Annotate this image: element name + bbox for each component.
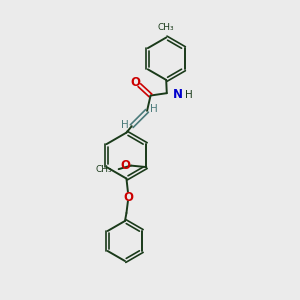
Text: N: N xyxy=(173,88,183,101)
Text: H: H xyxy=(185,90,193,100)
Text: CH₃: CH₃ xyxy=(158,23,175,32)
Text: H: H xyxy=(122,120,129,130)
Text: O: O xyxy=(123,190,133,204)
Text: O: O xyxy=(131,76,141,89)
Text: H: H xyxy=(150,104,158,114)
Text: O: O xyxy=(121,159,131,172)
Text: CH₃: CH₃ xyxy=(96,165,112,174)
